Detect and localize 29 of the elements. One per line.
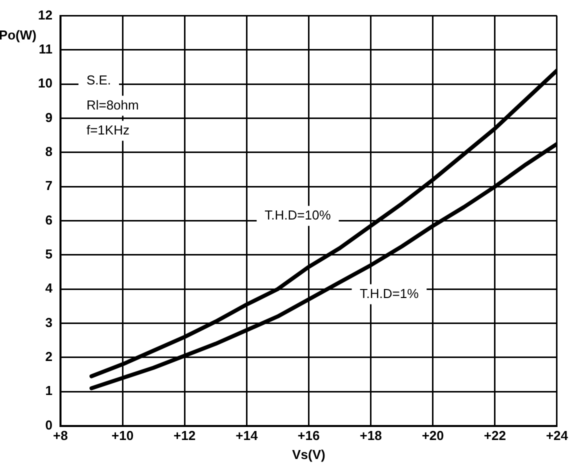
y-tick-label: 9 xyxy=(45,110,52,125)
x-tick-label: +16 xyxy=(298,428,320,444)
x-axis-title: Vs(V) xyxy=(292,446,326,462)
y-tick-label: 2 xyxy=(45,349,52,364)
y-tick-label: 10 xyxy=(38,76,52,91)
y-tick-label: 3 xyxy=(45,314,52,330)
series-label: T.H.D=1% xyxy=(360,286,420,301)
annotation: Rl=8ohm xyxy=(86,97,139,112)
x-tick-label: +10 xyxy=(111,428,134,444)
text: T.H.D=10% xyxy=(264,208,332,223)
y-tick-label: 12 xyxy=(38,7,52,22)
y-tick-label: 5 xyxy=(45,246,52,262)
annotation: f=1KHz xyxy=(86,122,130,138)
y-tick-label: 4 xyxy=(45,280,54,296)
x-tick-label: +14 xyxy=(236,428,258,444)
y-tick-label: 1 xyxy=(45,383,52,398)
y-tick-label: 8 xyxy=(45,144,52,160)
x-tick-label: +8 xyxy=(53,428,68,444)
y-tick-label: 0 xyxy=(45,417,52,432)
x-tick-label: +24 xyxy=(546,428,569,444)
y-tick-label: 11 xyxy=(38,42,52,57)
y-tick-label: 6 xyxy=(45,212,52,228)
x-tick-label: +18 xyxy=(360,428,382,444)
x-tick-label: +22 xyxy=(484,428,506,444)
annotation: S.E. xyxy=(86,72,112,88)
y-axis-title: Po(W) xyxy=(0,27,36,42)
x-tick-label: +12 xyxy=(174,428,196,444)
x-tick-label: +20 xyxy=(422,428,444,444)
y-tick-label: 7 xyxy=(45,178,52,194)
